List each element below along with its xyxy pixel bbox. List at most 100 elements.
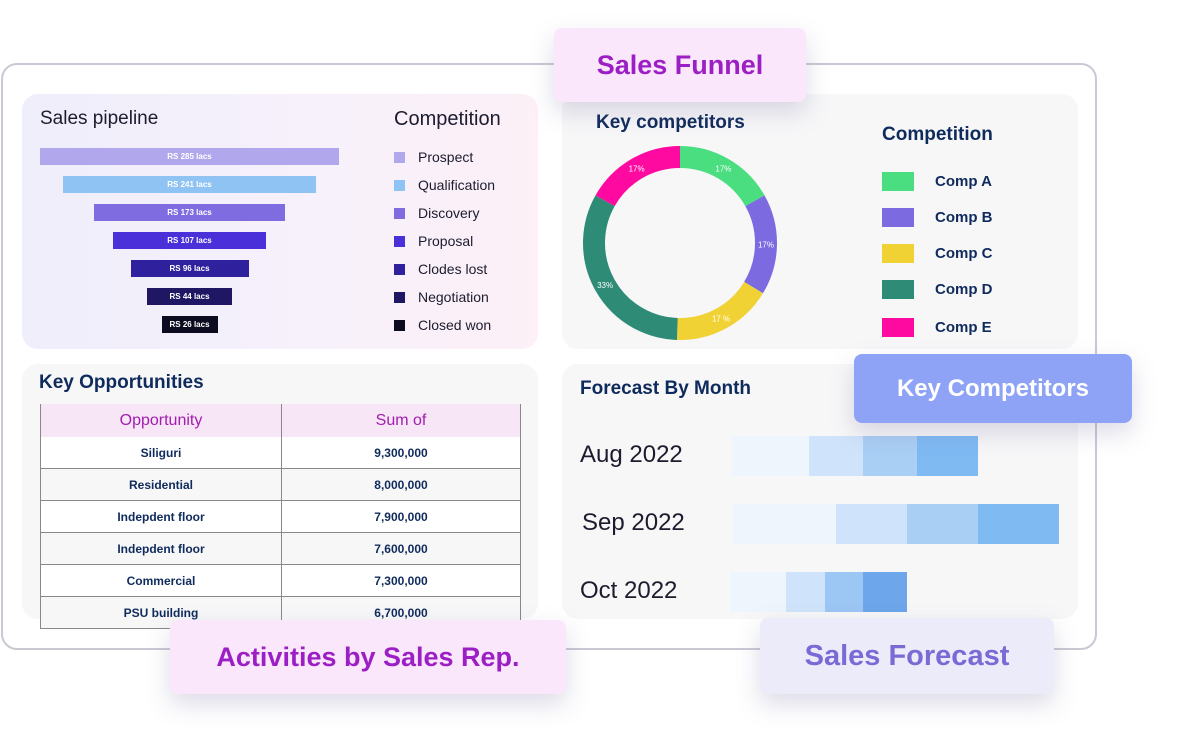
competitor-legend-item: Comp C bbox=[882, 244, 993, 263]
sales-pipeline-title: Sales pipeline bbox=[40, 108, 159, 129]
forecast-title: Forecast By Month bbox=[580, 378, 752, 399]
legend-swatch bbox=[882, 318, 914, 337]
forecast-month-label: Aug 2022 bbox=[580, 441, 683, 468]
pipeline-legend-item: Prospect bbox=[394, 143, 495, 171]
opportunity-cell: Indepdent floor bbox=[40, 532, 282, 565]
legend-swatch bbox=[882, 280, 914, 299]
legend-swatch bbox=[394, 151, 405, 163]
legend-label: Comp C bbox=[935, 245, 993, 262]
opportunity-cell: Indepdent floor bbox=[40, 500, 282, 533]
sum-cell: 7,900,000 bbox=[281, 500, 521, 533]
competitor-legend-item: Comp E bbox=[882, 318, 992, 337]
pipeline-legend-item: Proposal bbox=[394, 227, 495, 255]
donut-slice-comp-d bbox=[583, 195, 678, 340]
donut-slice-label: 17% bbox=[629, 165, 645, 174]
legend-label: Comp D bbox=[935, 281, 993, 298]
funnel-bar-5: RS 96 lacs bbox=[130, 260, 249, 277]
legend-label: Discovery bbox=[418, 205, 480, 221]
donut-slice-comp-a bbox=[679, 146, 765, 207]
forecast-month-label: Oct 2022 bbox=[580, 577, 678, 604]
legend-label: Proposal bbox=[418, 233, 474, 249]
donut-slice-label: 17% bbox=[715, 165, 731, 174]
legend-swatch bbox=[882, 172, 914, 191]
funnel-bar-3: RS 173 lacs bbox=[94, 204, 285, 221]
forecast-bar-segment bbox=[863, 572, 907, 612]
table-row: Siliguri 9,300,000 bbox=[40, 437, 521, 469]
opportunity-cell: Commercial bbox=[40, 564, 282, 597]
sales-forecast-label: Sales Forecast bbox=[760, 618, 1054, 694]
forecast-bar-segment bbox=[809, 436, 863, 476]
competitor-legend-item: Comp B bbox=[882, 208, 993, 227]
legend-swatch bbox=[882, 208, 914, 227]
forecast-bar-segment bbox=[836, 504, 907, 544]
donut-slice-comp-b bbox=[743, 195, 777, 294]
competitor-legend-item: Comp D bbox=[882, 280, 993, 299]
donut-slice-label: 17% bbox=[758, 240, 774, 249]
legend-label: Comp E bbox=[935, 319, 992, 336]
funnel-bar-4: RS 107 lacs bbox=[113, 232, 266, 249]
legend-label: Closed won bbox=[418, 317, 492, 333]
funnel-bar-6: RS 44 lacs bbox=[147, 288, 232, 305]
forecast-bar-segment bbox=[907, 504, 978, 544]
legend-label: Negotiation bbox=[418, 289, 489, 305]
key-competitors-card bbox=[562, 94, 1078, 349]
sum-cell: 8,000,000 bbox=[281, 468, 521, 501]
legend-swatch bbox=[394, 207, 405, 219]
sales-funnel-label: Sales Funnel bbox=[554, 28, 806, 102]
pipeline-legend-title: Competition bbox=[394, 108, 501, 130]
forecast-bar-segment bbox=[786, 572, 825, 612]
table-row: Indepdent floor 7,600,000 bbox=[40, 532, 521, 565]
opportunities-table: Opportunity Sum of Siliguri 9,300,000 Resi… bbox=[40, 404, 521, 629]
legend-label: Comp A bbox=[935, 173, 992, 190]
forecast-bar-segment bbox=[732, 436, 809, 476]
table-row: Residential 8,000,000 bbox=[40, 468, 521, 501]
sum-cell: 9,300,000 bbox=[281, 437, 521, 469]
legend-swatch bbox=[394, 291, 405, 303]
legend-swatch bbox=[882, 244, 914, 263]
sum-cell: 7,300,000 bbox=[281, 564, 521, 597]
sum-cell: 7,600,000 bbox=[281, 532, 521, 565]
key-competitors-label: Key Competitors bbox=[854, 354, 1132, 423]
key-competitors-title: Key competitors bbox=[596, 112, 745, 133]
pipeline-legend-item: Closed won bbox=[394, 311, 495, 339]
competitors-donut-chart: 17% 17% 17 % 33% 17% bbox=[583, 146, 777, 340]
donut-slice-comp-e bbox=[595, 146, 681, 207]
pipeline-legend-item: Clodes lost bbox=[394, 255, 495, 283]
forecast-bar-segment bbox=[978, 504, 1059, 544]
donut-slice-label: 17 % bbox=[712, 315, 730, 324]
legend-label: Comp B bbox=[935, 209, 993, 226]
key-opportunities-title: Key Opportunities bbox=[39, 372, 204, 393]
donut-slice-comp-c bbox=[676, 281, 763, 340]
forecast-bar-segment bbox=[863, 436, 917, 476]
sales-pipeline-card bbox=[22, 94, 538, 349]
forecast-bar-segment bbox=[917, 436, 978, 476]
competitor-legend-item: Comp A bbox=[882, 172, 992, 191]
legend-swatch bbox=[394, 235, 405, 247]
pipeline-legend-item: Qualification bbox=[394, 171, 495, 199]
opportunity-cell: Residential bbox=[40, 468, 282, 501]
funnel-bar-7: RS 26 lacs bbox=[161, 316, 218, 333]
opportunity-cell: PSU building bbox=[40, 596, 282, 629]
legend-label: Prospect bbox=[418, 149, 474, 165]
funnel-bar-1: RS 285 lacs bbox=[40, 148, 339, 165]
forecast-bar-segment bbox=[734, 504, 836, 544]
activities-label: Activities by Sales Rep. bbox=[170, 620, 566, 694]
legend-swatch bbox=[394, 319, 405, 331]
forecast-month-label: Sep 2022 bbox=[582, 509, 685, 536]
legend-swatch bbox=[394, 179, 405, 191]
column-header-opportunity: Opportunity bbox=[40, 404, 282, 437]
pipeline-legend-item: Discovery bbox=[394, 199, 495, 227]
legend-swatch bbox=[394, 263, 405, 275]
column-header-sum: Sum of bbox=[281, 404, 521, 437]
pipeline-legend: Prospect Qualification Discovery Proposal Cl… bbox=[394, 143, 495, 339]
donut-slice-label: 33% bbox=[597, 281, 613, 290]
forecast-bar-segment bbox=[730, 572, 786, 612]
table-row: Indepdent floor 7,900,000 bbox=[40, 500, 521, 533]
funnel-bar-2: RS 241 lacs bbox=[63, 176, 316, 193]
forecast-bar-segment bbox=[825, 572, 863, 612]
competitors-legend-title: Competition bbox=[882, 124, 993, 145]
legend-label: Clodes lost bbox=[418, 261, 488, 277]
pipeline-legend-item: Negotiation bbox=[394, 283, 495, 311]
legend-label: Qualification bbox=[418, 177, 496, 193]
opportunity-cell: Siliguri bbox=[40, 437, 282, 469]
